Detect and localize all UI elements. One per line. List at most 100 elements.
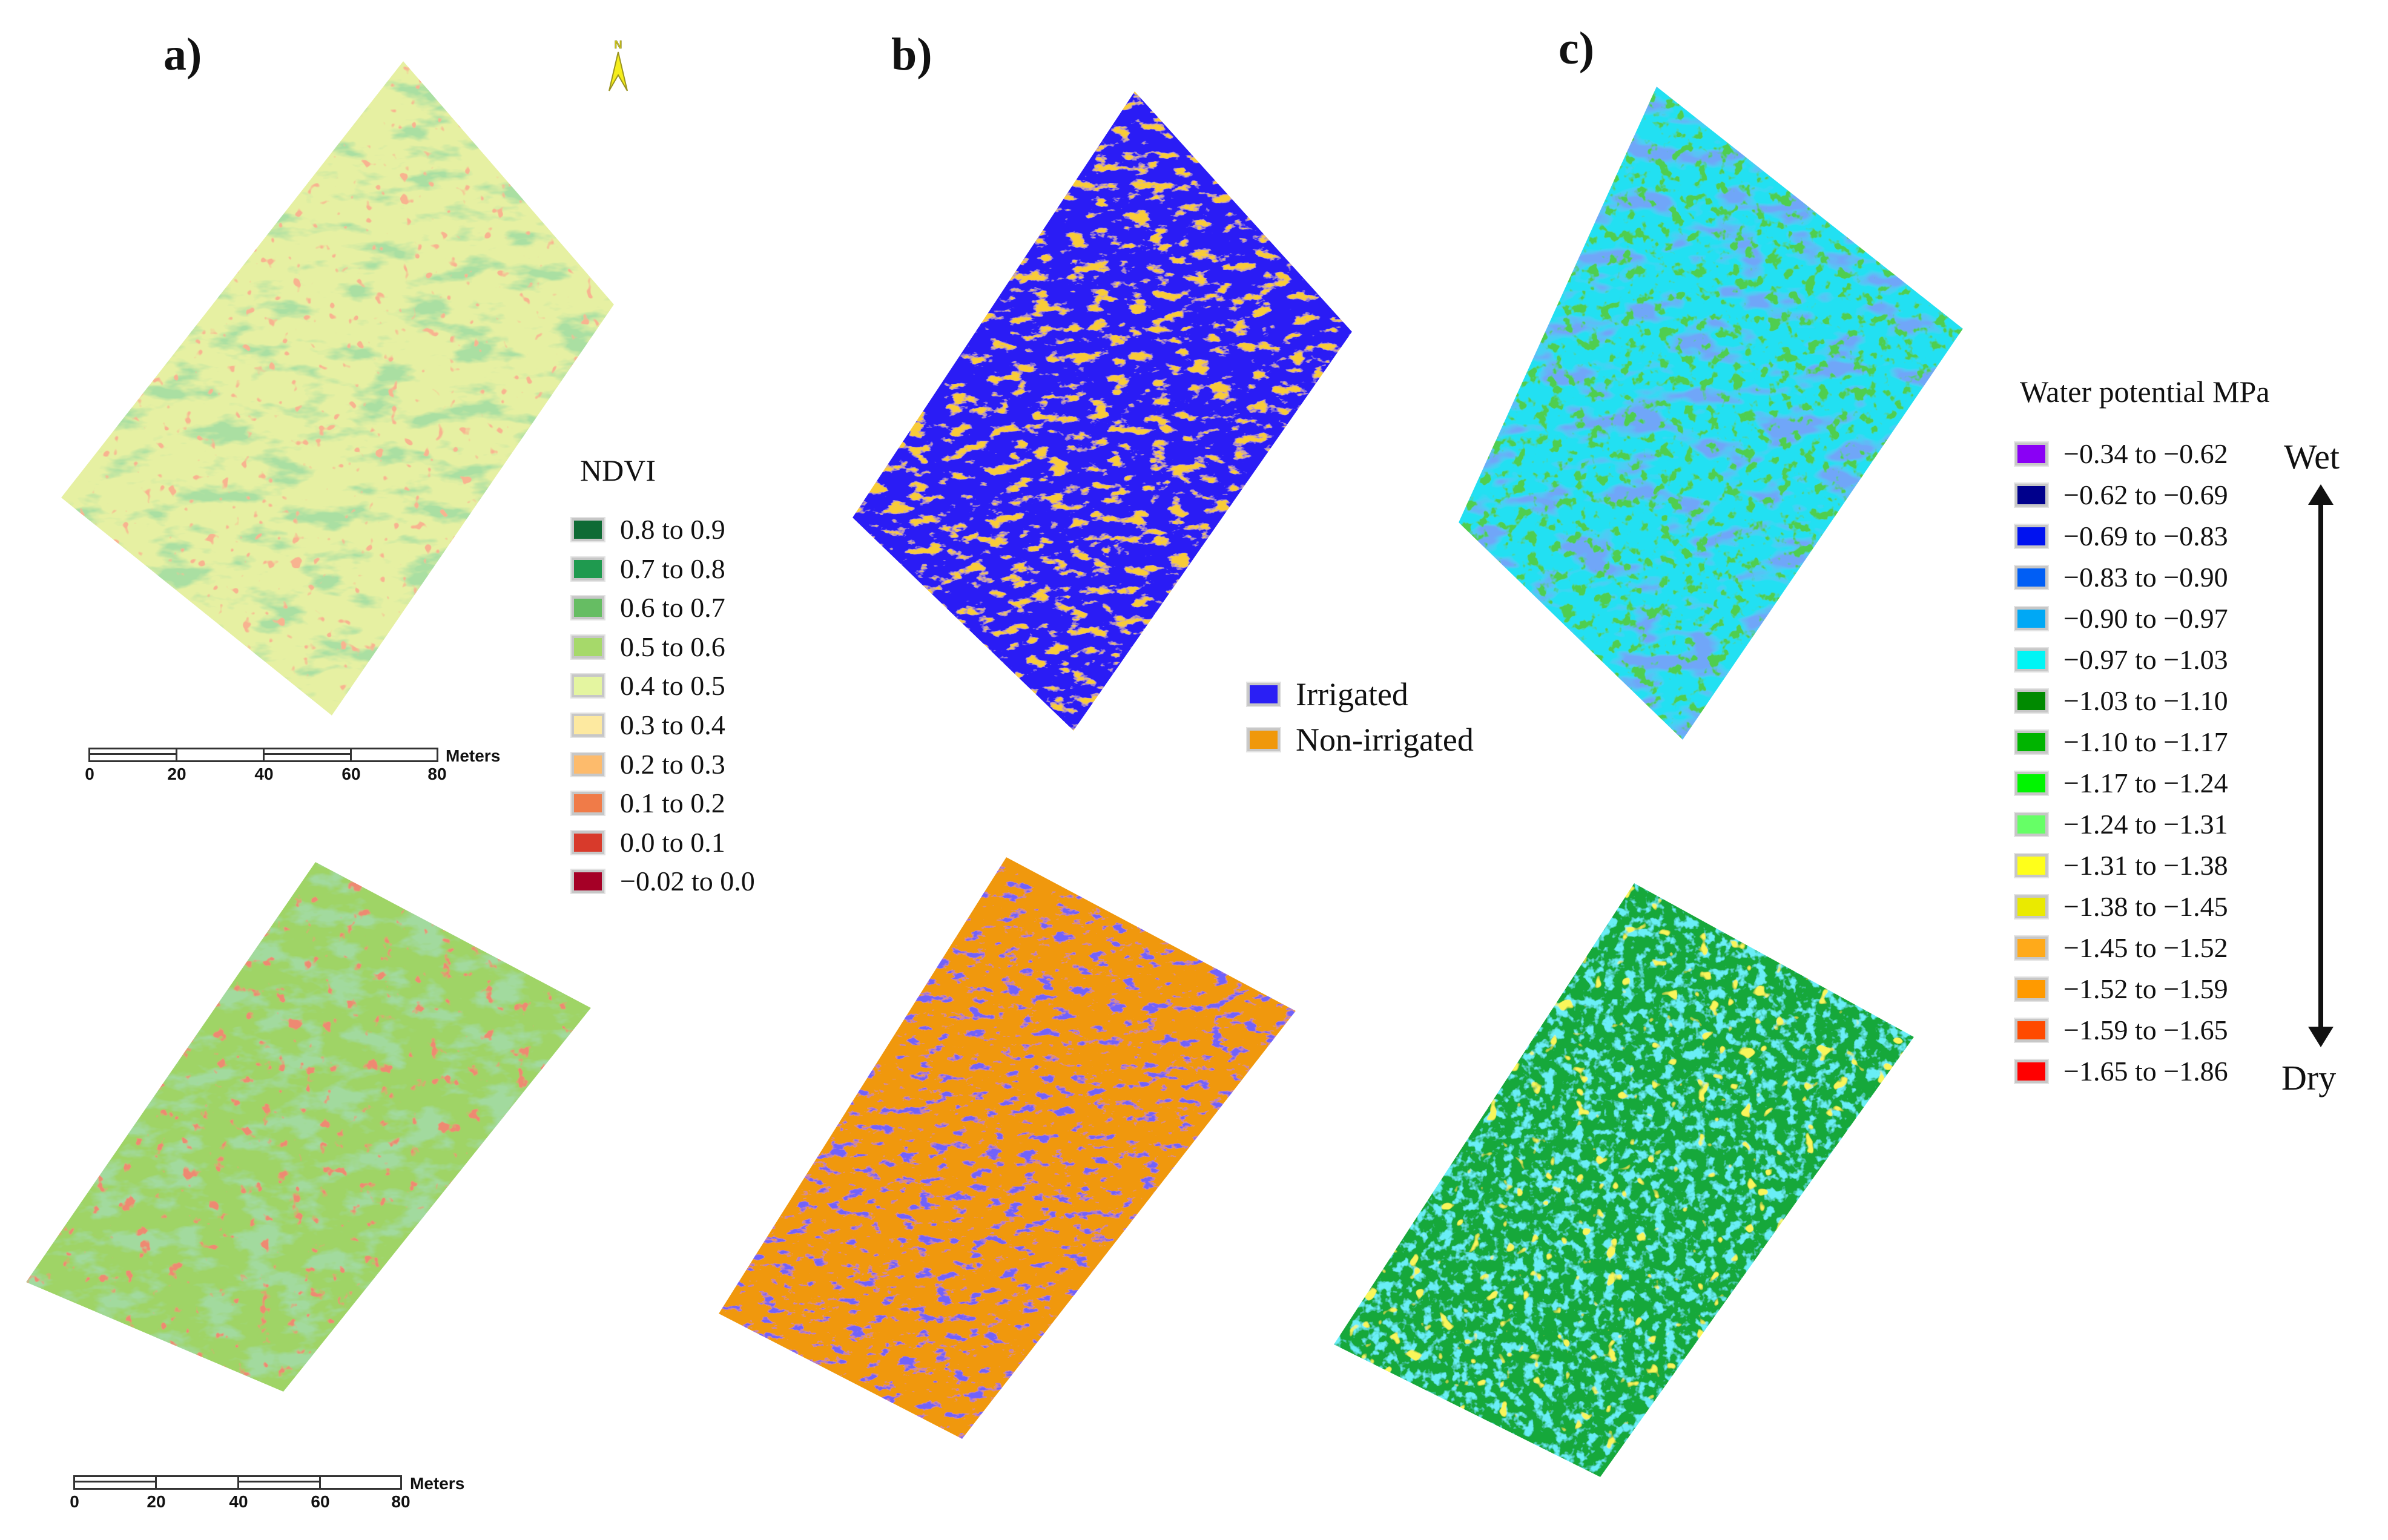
legend-label: −1.52 to −1.59 bbox=[2063, 973, 2228, 1004]
water-potential-legend-item: −1.45 to −1.52 bbox=[2015, 934, 2228, 962]
irrigation-legend-item: Irrigated bbox=[1247, 678, 1408, 711]
legend-label: 0.4 to 0.5 bbox=[620, 670, 725, 702]
water-potential-legend-item: −0.90 to −0.97 bbox=[2015, 605, 2228, 633]
legend-label: −1.24 to −1.31 bbox=[2063, 809, 2228, 840]
panel-label-a: a) bbox=[163, 29, 202, 80]
ndvi-legend-item: 0.4 to 0.5 bbox=[572, 672, 725, 700]
legend-label: 0.2 to 0.3 bbox=[620, 748, 725, 780]
legend-swatch bbox=[2015, 484, 2048, 507]
legend-swatch bbox=[2015, 607, 2048, 630]
legend-label: 0.0 to 0.1 bbox=[620, 826, 725, 858]
legend-label: −1.03 to −1.10 bbox=[2063, 685, 2228, 716]
irrigation-legend-item: Non-irrigated bbox=[1247, 723, 1474, 756]
legend-swatch bbox=[1247, 683, 1280, 706]
scale-tick-label: 0 bbox=[70, 1492, 79, 1511]
ndvi-legend-item: 0.5 to 0.6 bbox=[572, 633, 725, 661]
legend-swatch bbox=[2015, 895, 2048, 918]
wet-label: Wet bbox=[2284, 437, 2340, 476]
legend-label: Irrigated bbox=[1296, 676, 1408, 712]
water-potential-legend-item: −1.65 to −1.86 bbox=[2015, 1058, 2228, 1085]
water-potential-legend-item: −0.62 to −0.69 bbox=[2015, 481, 2228, 509]
water-potential-legend-item: −1.31 to −1.38 bbox=[2015, 852, 2228, 880]
scale-tick-label: 60 bbox=[341, 765, 361, 783]
legend-swatch bbox=[572, 635, 604, 659]
legend-label: −1.17 to −1.24 bbox=[2063, 768, 2228, 798]
legend-swatch bbox=[572, 596, 604, 620]
scale-unit: Meters bbox=[410, 1474, 465, 1493]
legend-label: −1.38 to −1.45 bbox=[2063, 891, 2228, 922]
scale-tick-label: 0 bbox=[85, 765, 94, 783]
legend-swatch bbox=[2015, 689, 2048, 712]
water-potential-map-bottom bbox=[1334, 883, 1914, 1477]
legend-swatch bbox=[572, 752, 604, 776]
legend-swatch bbox=[2015, 772, 2048, 795]
ndvi-legend-item: 0.1 to 0.2 bbox=[572, 789, 725, 817]
legend-label: Non-irrigated bbox=[1296, 722, 1474, 758]
ndvi-legend-item: 0.3 to 0.4 bbox=[572, 711, 725, 739]
legend-label: −0.02 to 0.0 bbox=[620, 866, 755, 897]
legend-label: −0.62 to −0.69 bbox=[2063, 479, 2228, 510]
legend-swatch bbox=[2015, 443, 2048, 466]
legend-label: −1.45 to −1.52 bbox=[2063, 932, 2228, 963]
legend-label: 0.6 to 0.7 bbox=[620, 592, 725, 624]
legend-swatch bbox=[572, 831, 604, 854]
legend-label: −1.31 to −1.38 bbox=[2063, 850, 2228, 881]
legend-label: 0.3 to 0.4 bbox=[620, 709, 725, 740]
legend-label: −1.10 to −1.17 bbox=[2063, 726, 2228, 757]
legend-swatch bbox=[572, 557, 604, 581]
legend-swatch bbox=[572, 518, 604, 541]
scale-tick-label: 20 bbox=[167, 765, 186, 783]
panel-label-b: b) bbox=[891, 29, 932, 80]
ndvi-legend-title: NDVI bbox=[580, 453, 656, 487]
dry-label: Dry bbox=[2281, 1058, 2337, 1097]
legend-label: −0.90 to −0.97 bbox=[2063, 603, 2228, 634]
legend-label: 0.8 to 0.9 bbox=[620, 514, 725, 545]
legend-swatch bbox=[2015, 978, 2048, 1001]
ndvi-legend-item: 0.2 to 0.3 bbox=[572, 748, 725, 780]
wet-dry-double-arrow-icon bbox=[2306, 484, 2336, 1047]
legend-label: 0.5 to 0.6 bbox=[620, 631, 725, 662]
legend-swatch bbox=[2015, 1060, 2048, 1083]
water-potential-legend-item: −1.24 to −1.31 bbox=[2015, 811, 2228, 838]
legend-swatch bbox=[1247, 728, 1280, 751]
water-potential-legend-item: −1.59 to −1.65 bbox=[2015, 1016, 2228, 1044]
legend-label: −0.69 to −0.83 bbox=[2063, 521, 2228, 551]
scale-unit: Meters bbox=[446, 746, 501, 765]
legend-label: −1.65 to −1.86 bbox=[2063, 1056, 2228, 1087]
scale-tick-label: 60 bbox=[311, 1492, 330, 1511]
north-arrow-icon: N bbox=[603, 38, 633, 98]
legend-swatch bbox=[572, 714, 604, 737]
legend-label: 0.7 to 0.8 bbox=[620, 553, 725, 584]
legend-swatch bbox=[2015, 566, 2048, 589]
legend-swatch bbox=[572, 870, 604, 893]
water-potential-legend-item: −1.03 to −1.10 bbox=[2015, 687, 2228, 715]
irrigation-map-top bbox=[853, 91, 1352, 731]
scale-tick-label: 80 bbox=[391, 1492, 411, 1511]
scale-tick-label: 40 bbox=[229, 1492, 248, 1511]
ndvi-legend-item: 0.0 to 0.1 bbox=[572, 826, 725, 858]
water-potential-legend-item: −0.69 to −0.83 bbox=[2015, 522, 2228, 550]
water-potential-legend-item: −1.17 to −1.24 bbox=[2015, 769, 2228, 797]
water-potential-legend-item: −1.38 to −1.45 bbox=[2015, 893, 2228, 921]
water-potential-legend-title: Water potential MPa bbox=[2020, 375, 2270, 409]
water-potential-legend-item: −1.10 to −1.17 bbox=[2015, 728, 2228, 756]
ndvi-legend-item: 0.7 to 0.8 bbox=[572, 553, 725, 584]
scale-bar-bottom: 0 20 40 60 80 Meters bbox=[70, 1474, 464, 1512]
ndvi-legend-item: 0.6 to 0.7 bbox=[572, 594, 725, 622]
legend-label: −0.34 to −0.62 bbox=[2063, 438, 2228, 469]
legend-swatch bbox=[2015, 525, 2048, 548]
water-potential-map-top bbox=[1459, 87, 1963, 740]
panel-label-c: c) bbox=[1558, 23, 1595, 74]
legend-label: −0.83 to −0.90 bbox=[2063, 562, 2228, 593]
north-letter: N bbox=[615, 39, 622, 51]
scale-tick-label: 40 bbox=[254, 765, 274, 783]
legend-swatch bbox=[572, 674, 604, 698]
legend-swatch bbox=[2015, 648, 2048, 671]
water-potential-legend-item: −0.34 to −0.62 bbox=[2015, 440, 2228, 468]
legend-swatch bbox=[2015, 936, 2048, 959]
water-potential-legend-item: −0.97 to −1.03 bbox=[2015, 646, 2228, 674]
legend-label: 0.1 to 0.2 bbox=[620, 788, 725, 819]
scale-tick-label: 20 bbox=[147, 1492, 166, 1511]
legend-label: −0.97 to −1.03 bbox=[2063, 644, 2228, 675]
